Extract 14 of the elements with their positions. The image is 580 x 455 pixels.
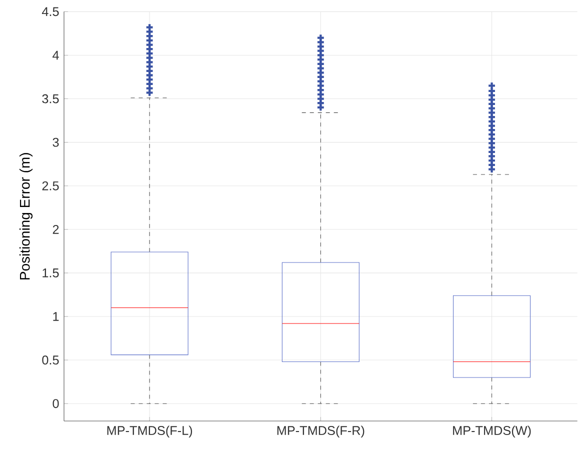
y-tick-label: 3.5 bbox=[42, 94, 59, 104]
y-tick-label: 2 bbox=[52, 224, 59, 234]
y-tick-label: 2.5 bbox=[42, 181, 59, 190]
y-tick-label: 0.5 bbox=[42, 356, 59, 365]
x-tick-label: MP-TMDS(F-R) bbox=[277, 426, 364, 438]
x-tick-label: MP-TMDS(F-L) bbox=[107, 426, 192, 438]
y-axis-title: Positioning Error (m) bbox=[19, 153, 33, 280]
y-tick-label: 0 bbox=[52, 399, 59, 408]
y-tick-label: 1.5 bbox=[42, 268, 59, 278]
y-tick-label: 1 bbox=[53, 312, 59, 321]
y-tick-label: 4.5 bbox=[42, 7, 59, 16]
x-tick-label: MP-TMDS(W) bbox=[453, 426, 531, 438]
y-tick-label: 3 bbox=[52, 138, 59, 147]
y-tick-label: 4 bbox=[52, 50, 59, 60]
